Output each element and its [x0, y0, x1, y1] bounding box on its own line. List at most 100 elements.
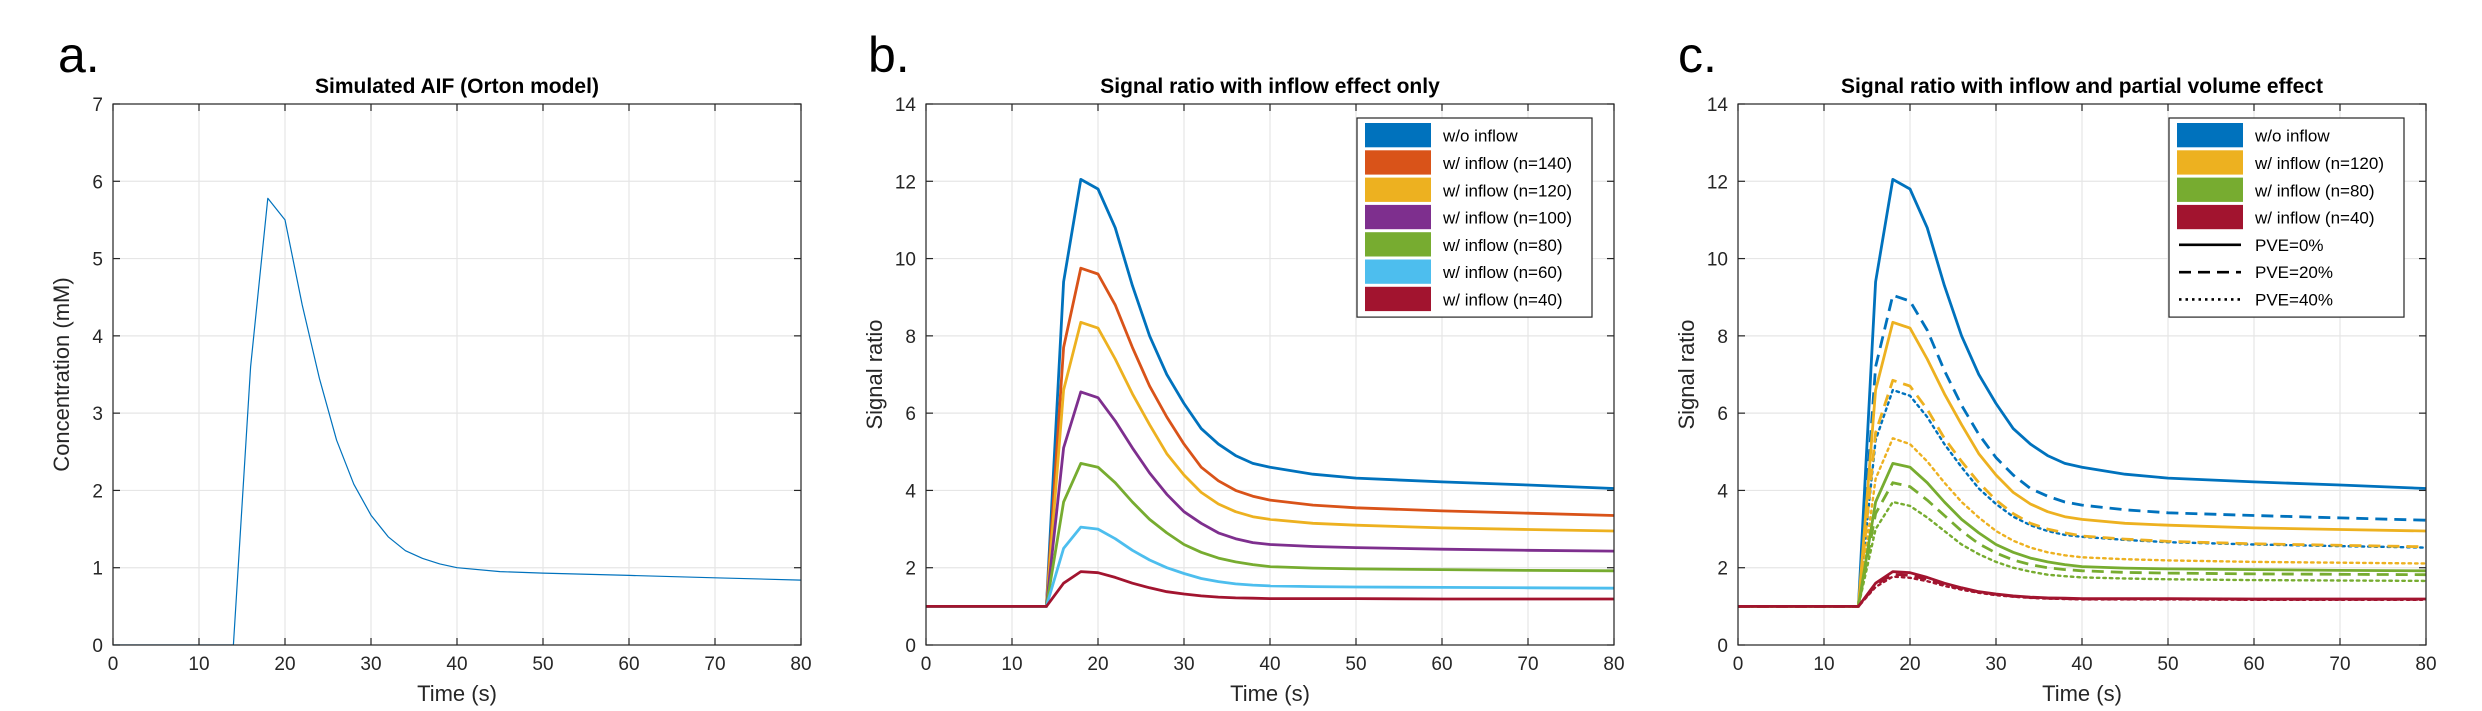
chart0-ytick-label-6: 6 [92, 172, 103, 193]
chart0-xtick-label-6: 60 [618, 654, 639, 675]
chart2-xtick-label-4: 40 [2071, 654, 2092, 675]
chart2-series-line-3 [1738, 320, 2426, 608]
chart1-series-line-2 [926, 320, 1614, 608]
chart1-ylabel: Signal ratio [862, 319, 887, 429]
chart2-series-line-0 [1738, 177, 2426, 608]
chart0-series-group [113, 197, 801, 645]
chart1-legend-label-4: w/ inflow (n=80) [1442, 236, 1563, 255]
chart1-legend-swatch-5 [1365, 259, 1431, 284]
chart2-ytick-label-0: 0 [1717, 636, 1728, 657]
chart1-xtick-label-6: 60 [1431, 654, 1452, 675]
chart2-ytick-label-2: 4 [1717, 481, 1728, 502]
chart2-series-line-1 [1738, 293, 2426, 608]
chart0-ytick-label-4: 4 [92, 327, 103, 348]
chart1-title: Signal ratio with inflow effect only [1100, 75, 1440, 98]
chart-inflow-only: 0 10 20 30 40 50 60 70 80 0 2 4 6 8 10 12 14 Signal ratio… [862, 75, 1625, 706]
chart1-legend-label-1: w/ inflow (n=140) [1442, 154, 1572, 173]
chart1-ytick-label-7: 14 [895, 95, 917, 116]
chart1-legend-label-5: w/ inflow (n=60) [1442, 263, 1563, 282]
chart1-xtick-label-0: 0 [921, 654, 932, 675]
chart1-ytick-label-6: 12 [895, 172, 916, 193]
chart1-xtick-label-8: 80 [1603, 654, 1624, 675]
chart2-series-line-7 [1738, 481, 2426, 608]
chart2-xtick-label-1: 10 [1813, 654, 1834, 675]
chart0-xtick-label-3: 30 [360, 654, 381, 675]
chart1-xlabel: Time (s) [1230, 681, 1310, 706]
chart1-series-line-3 [926, 390, 1614, 608]
chart1-series-line-5 [926, 525, 1614, 608]
chart2-legend-label-1: w/ inflow (n=120) [2254, 154, 2384, 173]
chart2-series-group [1738, 177, 2426, 608]
chart1-xtick-label-5: 50 [1345, 654, 1366, 675]
chart2-ytick-label-7: 14 [1707, 95, 1729, 116]
chart1-ytick-label-1: 2 [905, 559, 916, 580]
chart2-legend-swatch-3 [2177, 204, 2243, 230]
chart1-legend-label-3: w/ inflow (n=100) [1442, 209, 1572, 228]
chart2-series-line-4 [1738, 378, 2426, 608]
chart2-xlabel: Time (s) [2042, 681, 2122, 706]
panel-letter-c: c. [1678, 27, 1717, 83]
chart-inflow-pve: 0 10 20 30 40 50 60 70 80 0 2 4 6 8 10 12 14 Signal ratio… [1674, 75, 2437, 706]
chart1-legend-swatch-2 [1365, 177, 1431, 202]
chart2-xtick-label-8: 80 [2415, 654, 2436, 675]
chart2-xtick-label-0: 0 [1733, 654, 1744, 675]
chart2-series-line-6 [1738, 461, 2426, 608]
chart0-xtick-label-8: 80 [790, 654, 811, 675]
chart1-xtick-label-2: 20 [1087, 654, 1108, 675]
chart1-ytick-label-4: 8 [905, 327, 916, 348]
chart0-ylabel: Concentration (mM) [49, 277, 74, 471]
chart2-ylabel: Signal ratio [1674, 319, 1699, 429]
chart1-series-line-1 [926, 266, 1614, 608]
chart2-legend-label-6: PVE=40% [2255, 290, 2333, 309]
chart2-ytick-label-1: 2 [1717, 559, 1728, 580]
chart0-xtick-label-5: 50 [532, 654, 553, 675]
chart1-legend-swatch-6 [1365, 286, 1431, 312]
chart2-legend-swatch-0 [2177, 123, 2243, 148]
chart2-xtick-label-6: 60 [2243, 654, 2264, 675]
chart2-legend-swatch-2 [2177, 177, 2243, 202]
chart1-xtick-label-7: 70 [1517, 654, 1538, 675]
chart2-ytick-label-4: 8 [1717, 327, 1728, 348]
chart2-xtick-label-2: 20 [1899, 654, 1920, 675]
chart1-ytick-label-0: 0 [905, 636, 916, 657]
chart1-legend: w/o inflow w/ inflow (n=140) w/ inflow (n=… [1356, 117, 1593, 318]
chart2-xtick-label-5: 50 [2157, 654, 2178, 675]
panel-letter-b: b. [868, 27, 910, 83]
chart2-ytick-label-6: 12 [1707, 172, 1728, 193]
chart0-ytick-label-2: 2 [92, 481, 103, 502]
chart0-ytick-label-3: 3 [92, 404, 103, 425]
chart1-xtick-label-4: 40 [1259, 654, 1280, 675]
chart2-legend-label-4: PVE=0% [2255, 236, 2324, 255]
chart1-ytick-label-5: 10 [895, 250, 916, 271]
chart0-ytick-label-7: 7 [92, 95, 103, 116]
chart2-legend: w/o inflow w/ inflow (n=120) w/ inflow (n=… [2168, 117, 2405, 318]
chart1-ytick-label-3: 6 [905, 404, 916, 425]
chart1-series-group [926, 177, 1614, 608]
chart1-series-line-6 [926, 570, 1614, 608]
chart2-legend-label-0: w/o inflow [2254, 127, 2330, 146]
chart2-series-line-8 [1738, 500, 2426, 608]
chart0-xtick-label-7: 70 [704, 654, 725, 675]
chart-simulated-aif: 0 10 20 30 40 50 60 70 80 0 1 2 3 4 5 6 7 Simulated AIF (… [49, 75, 812, 706]
chart2-ytick-label-5: 10 [1707, 250, 1728, 271]
chart2-legend-label-3: w/ inflow (n=40) [2254, 209, 2375, 228]
chart0-xtick-label-1: 10 [188, 654, 209, 675]
chart0-xtick-label-4: 40 [446, 654, 467, 675]
chart0-ytick-label-1: 1 [92, 559, 103, 580]
chart0-title: Simulated AIF (Orton model) [315, 75, 599, 98]
chart0-ytick-label-5: 5 [92, 250, 103, 271]
chart0-series-line-0 [113, 197, 801, 645]
chart1-xtick-label-1: 10 [1001, 654, 1022, 675]
chart1-legend-swatch-1 [1365, 150, 1431, 175]
chart2-xtick-label-3: 30 [1985, 654, 2006, 675]
chart1-legend-label-6: w/ inflow (n=40) [1442, 290, 1563, 309]
chart1-ytick-label-2: 4 [905, 481, 916, 502]
chart2-series-line-5 [1738, 437, 2426, 608]
chart2-legend-label-5: PVE=20% [2255, 263, 2333, 282]
chart1-legend-label-2: w/ inflow (n=120) [1442, 181, 1572, 200]
chart1-series-line-0 [926, 177, 1614, 608]
chart0-xlabel: Time (s) [417, 681, 497, 706]
chart1-legend-label-0: w/o inflow [1442, 127, 1518, 146]
chart0-xtick-label-2: 20 [274, 654, 295, 675]
